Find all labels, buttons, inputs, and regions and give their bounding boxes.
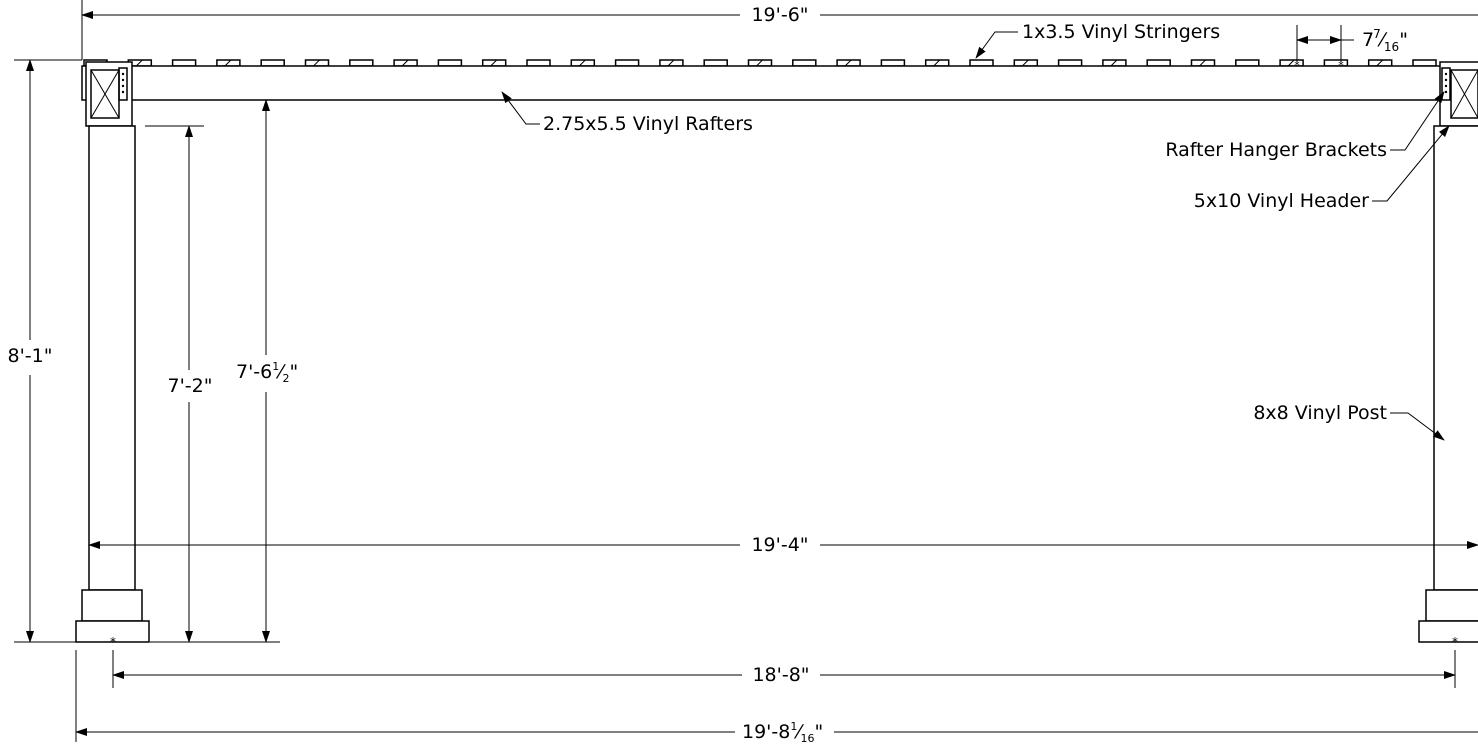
dim-overall-base-den: 16 [801, 732, 815, 745]
stringer-hatch [224, 59, 232, 67]
stringer-hatch [933, 59, 941, 67]
stringer-hatch [135, 59, 143, 67]
right-hanger-bracket [1441, 67, 1451, 101]
stringer-section [1412, 59, 1437, 67]
stringer-hatch [313, 59, 320, 67]
stringer-hatch [756, 59, 763, 67]
label-rafters: 2.75x5.5 Vinyl Rafters [543, 113, 753, 135]
stringer-section [437, 59, 463, 67]
stringer-section [1057, 59, 1083, 67]
dim-rafter-height-num: 1 [272, 360, 279, 373]
dim-overall-base-unit: " [815, 721, 824, 743]
stringer-section [703, 59, 728, 67]
dim-overall-height: 8'-1" [8, 345, 53, 367]
dim-rafter-height-main: 7'-6 [236, 361, 272, 383]
stringer-section [1146, 59, 1171, 67]
stringer-hatch [844, 59, 852, 67]
dim-stringer-spacing-num: 7 [1373, 27, 1381, 41]
left-post-base [75, 620, 150, 643]
dim-stringer-spacing-unit: " [1399, 29, 1408, 51]
label-post: 8x8 Vinyl Post [1253, 402, 1387, 424]
right-post-base [1418, 620, 1478, 643]
stringer-hatch [1376, 59, 1384, 67]
stringer-hatch [1021, 59, 1029, 67]
label-brackets: Rafter Hanger Brackets [1165, 139, 1387, 161]
stringer-section [614, 59, 640, 67]
stringer-hatch [578, 59, 586, 67]
stringer-row [83, 59, 1437, 67]
left-post-collar [81, 589, 143, 622]
dim-stringer-spacing-den: 16 [1384, 40, 1399, 54]
stringer-section [1323, 59, 1349, 67]
dim-inner-span: 19'-4" [751, 534, 808, 556]
stringer-section [171, 59, 197, 67]
label-header: 5x10 Vinyl Header [1194, 190, 1369, 212]
dim-post-centers: 18'-8" [752, 664, 809, 686]
label-stringers: 1x3.5 Vinyl Stringers [1022, 21, 1220, 43]
right-post-collar [1425, 589, 1478, 622]
stringer-section [969, 59, 994, 67]
left-post [75, 125, 150, 643]
dim-overall-top: 19'-6" [751, 4, 808, 26]
stringer-hatch [667, 59, 675, 67]
stringer-section [526, 59, 551, 67]
dim-stringer-spacing: 77⁄16" [1362, 27, 1408, 54]
dim-rafter-height-unit: " [289, 361, 298, 383]
stringer-hatch [1287, 59, 1295, 67]
stringer-hatch [1199, 59, 1206, 67]
stringer-section [260, 59, 285, 67]
stringer-hatch [1110, 59, 1118, 67]
svg-text:*: * [1338, 59, 1344, 72]
dim-rafter-height-den: 2 [282, 372, 289, 385]
stringer-section [349, 59, 374, 67]
left-hanger-bracket [118, 67, 128, 101]
dim-rafter-height: 7'-61⁄2" [236, 360, 298, 385]
left-header-end [85, 61, 133, 127]
stringer-section [1235, 59, 1260, 67]
dim-stringer-spacing-whole: 7 [1362, 29, 1374, 51]
stringer-section [880, 59, 906, 67]
dim-overall-base-num: 1 [790, 720, 797, 733]
stringer-hatch [401, 59, 409, 67]
svg-text:*: * [1294, 59, 1300, 72]
right-header-end [1439, 61, 1478, 127]
right-post [1418, 125, 1478, 643]
dim-clear-height: 7'-2" [168, 375, 213, 397]
dim-overall-base: 19'-81⁄16" [742, 720, 823, 745]
svg-text:*: * [1452, 635, 1458, 649]
dimension-lines [14, 0, 1478, 742]
stringer-section [792, 59, 817, 67]
stringer-hatch [490, 59, 498, 67]
leader-lines [501, 31, 1450, 441]
dim-overall-base-main: 19'-8 [742, 721, 790, 743]
svg-text:*: * [110, 635, 116, 649]
rafter-band [81, 65, 1478, 101]
